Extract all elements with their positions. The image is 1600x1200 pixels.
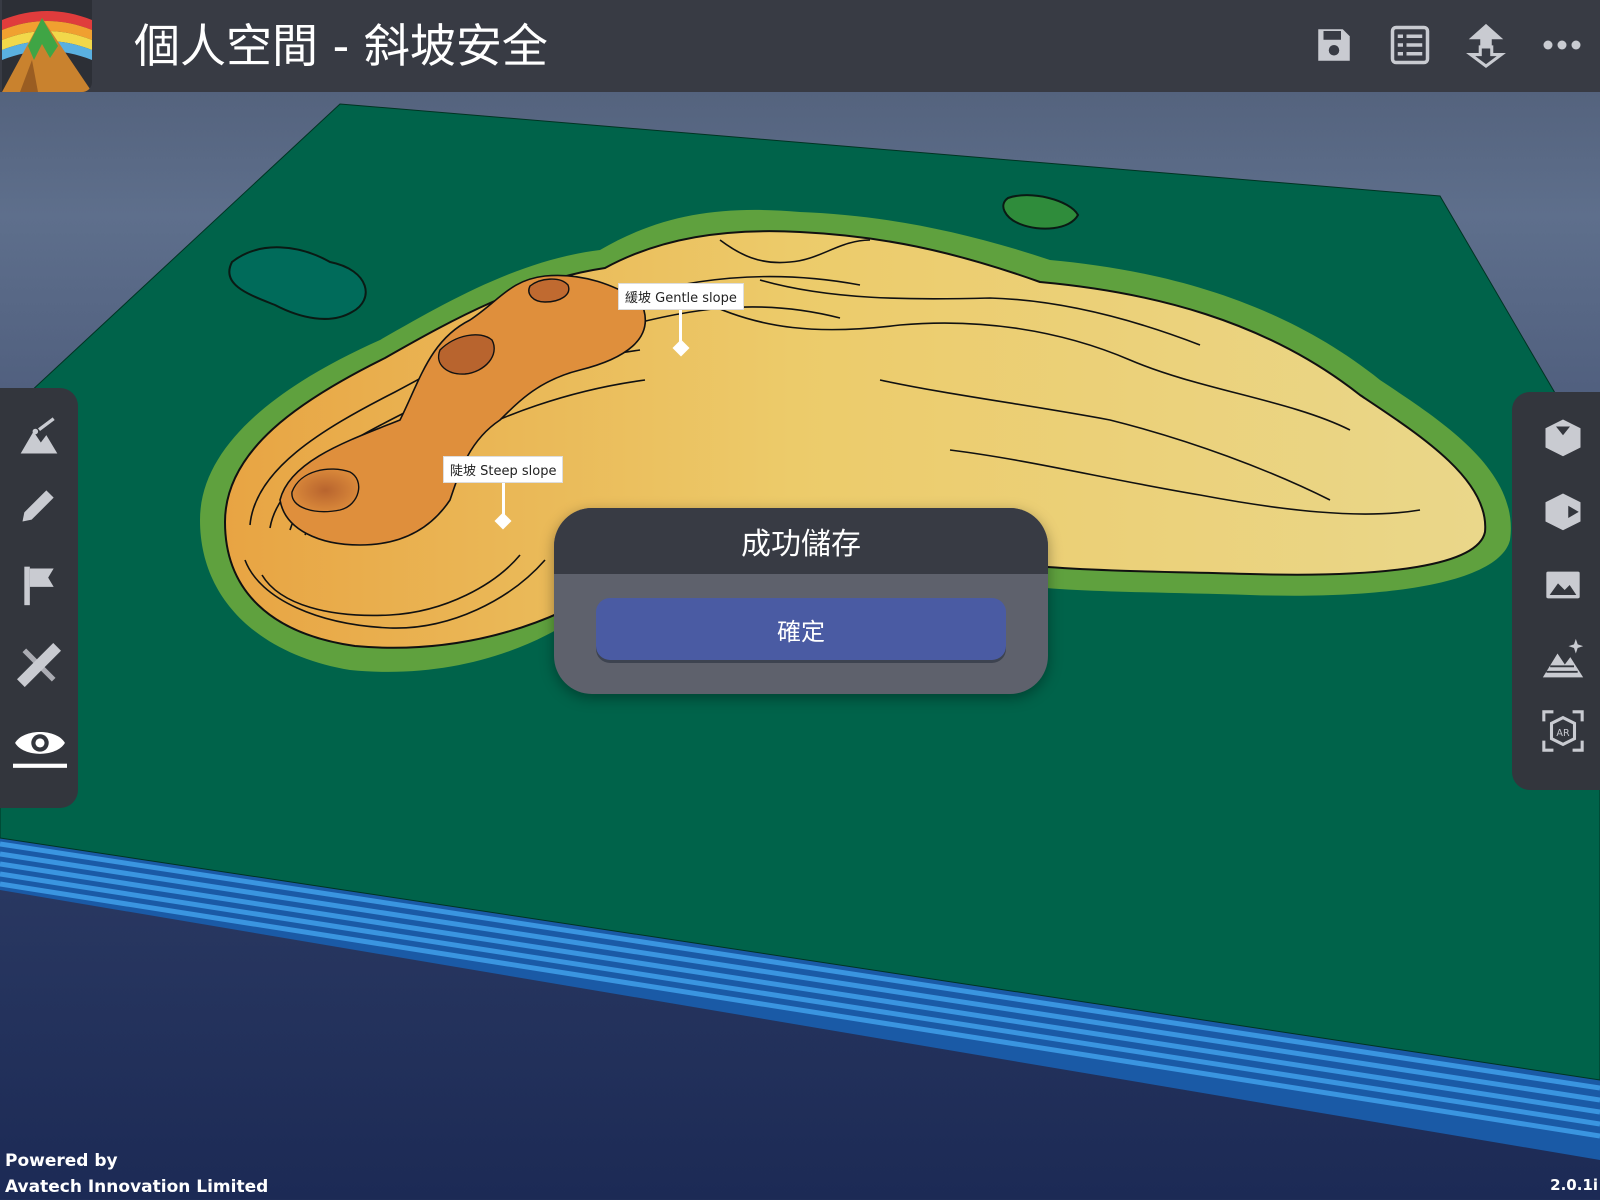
save-button[interactable] [1310,18,1358,72]
box-right-icon [1545,493,1581,531]
svg-text:AR: AR [1556,728,1570,739]
peak-south [291,468,360,513]
measure-tool-icon [17,643,61,687]
top-bar: 個人空間 - 斜坡安全 [0,0,1600,92]
box-down-button[interactable] [1536,410,1590,464]
lake [228,246,367,320]
gentle-slope-marker[interactable]: 緩坡 Gentle slope [618,283,744,357]
powered-by: Powered by Avatech Innovation Limited [5,1148,268,1200]
box-right-button[interactable] [1536,484,1590,538]
eye-view-icon [13,732,67,768]
save-success-dialog: 成功儲存 確定 [554,508,1048,694]
pencil-tool-button[interactable] [12,478,66,532]
ar-view-button[interactable]: AR [1536,704,1590,758]
right-toolbar: AR [1512,392,1600,790]
peak-west [437,334,495,375]
pencil-tool-icon [22,490,54,522]
board-side-stripes [0,838,1600,1160]
import-export-button[interactable] [1462,18,1510,72]
flag-tool-icon [24,566,54,606]
terrain-sparkle-icon [1542,638,1584,678]
dialog-title: 成功儲存 [554,508,1048,574]
powered-line2: Avatech Innovation Limited [5,1177,269,1197]
more-icon [1543,40,1581,50]
measure-tool-button[interactable] [12,638,66,692]
terrain-tool-icon [20,417,58,454]
header-actions [1310,18,1586,72]
left-toolbar [0,388,78,808]
gentle-slope-label: 緩坡 Gentle slope [618,283,744,310]
steep-slope-marker[interactable]: 陡坡 Steep slope [443,456,564,530]
terrain-tool-button[interactable] [12,410,66,464]
save-icon [1318,29,1350,61]
flag-tool-button[interactable] [12,558,66,612]
app-logo[interactable] [2,0,92,92]
confirm-button[interactable]: 確定 [596,598,1006,660]
terrain-image-icon [1546,571,1580,599]
marker-stem [501,483,505,521]
more-button[interactable] [1538,18,1586,72]
marker-stem [679,310,683,348]
mountain-rainbow-logo [2,0,92,92]
import-export-icon [1466,23,1506,68]
terrain-sparkle-button[interactable] [1536,632,1590,686]
marker-point [494,512,512,530]
list-icon [1390,25,1430,65]
peak-north [528,278,570,303]
marker-point [672,339,690,357]
page-title: 個人空間 - 斜坡安全 [134,19,548,73]
box-down-icon [1545,419,1581,457]
terrain-image-button[interactable] [1536,558,1590,612]
list-button[interactable] [1386,18,1434,72]
orange-ridge [279,274,647,546]
version-label: 2.0.1i [1550,1176,1598,1194]
powered-line1: Powered by [5,1151,118,1171]
steep-slope-label: 陡坡 Steep slope [443,456,564,483]
eye-view-button[interactable] [12,718,68,772]
islet [1002,194,1080,230]
ar-view-icon: AR [1542,710,1584,752]
